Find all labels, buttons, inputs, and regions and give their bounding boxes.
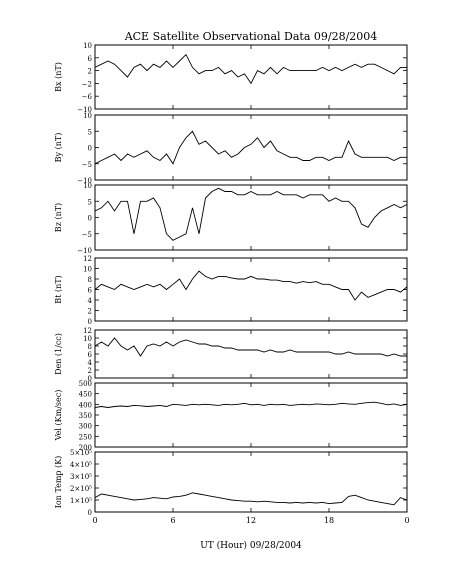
y-axis-label: Den (1/cc)	[54, 333, 63, 375]
y-tick-label: 4×10⁵	[70, 461, 92, 469]
y-tick-label: 10	[83, 182, 92, 190]
series-line	[94, 401, 408, 408]
series-line	[94, 53, 407, 85]
panel: −10 −6 −2 2 6 10 Bx (nT)	[54, 42, 408, 114]
y-tick-label: 250	[79, 433, 92, 441]
y-tick-label: 8	[88, 276, 92, 284]
panel: 0 1×10⁵ 2×10⁵ 3×10⁵ 4×10⁵ 5×10⁵ Ion Temp (K)	[54, 449, 408, 517]
y-tick-label: 400	[79, 401, 92, 409]
y-tick-label: 8	[88, 343, 92, 351]
panel-frame	[94, 114, 408, 181]
panel: −10 −5 0 5 10 Bz (nT)	[54, 182, 408, 255]
panel: 0 2 4 6 8 10 12 Bt (nT)	[54, 255, 408, 326]
y-tick-label: 12	[83, 255, 92, 263]
y-tick-label: 4	[88, 297, 93, 305]
y-tick-label: 5	[88, 198, 92, 206]
y-tick-label: 5	[88, 128, 92, 136]
y-axis-label: Ion Temp (K)	[54, 456, 63, 509]
x-tick-label: 0	[404, 516, 409, 525]
y-axis-label: Bt (nT)	[54, 275, 63, 303]
y-tick-label: 2	[88, 68, 92, 76]
y-tick-label: −5	[82, 231, 92, 239]
y-tick-label: 300	[79, 423, 92, 431]
y-tick-label: 2	[88, 308, 92, 316]
series-line	[94, 187, 408, 241]
y-tick-label: 10	[83, 112, 92, 120]
y-axis-label: Bx (nT)	[54, 62, 63, 92]
y-tick-label: 10	[83, 335, 92, 343]
panel: −10 −5 0 5 10 By (nT)	[54, 112, 408, 185]
y-tick-label: −6	[82, 93, 93, 101]
series-line	[94, 270, 408, 301]
y-tick-label: 350	[79, 412, 92, 420]
y-tick-label: −2	[82, 80, 92, 88]
series-line	[94, 492, 408, 506]
y-tick-label: 6	[88, 55, 93, 63]
y-axis-label: Bz (nT)	[54, 203, 63, 232]
panel-frame	[94, 257, 408, 322]
y-tick-label: 0	[88, 375, 92, 383]
y-axis-label: Vel (Km/sec)	[54, 390, 63, 442]
y-tick-label: 500	[79, 380, 92, 388]
y-tick-label: 1×10⁵	[70, 497, 92, 505]
x-tick-label: 12	[246, 516, 256, 525]
panels: −10 −6 −2 2 6 10 Bx (nT) −10 −5 0 5 10 By (nT) −10 −5 0…	[54, 42, 410, 525]
y-tick-label: 0	[88, 215, 92, 223]
y-tick-label: 6	[88, 351, 93, 359]
y-tick-label: 12	[83, 327, 92, 335]
y-tick-label: 5×10⁵	[70, 449, 92, 457]
y-tick-label: −10	[77, 177, 92, 185]
y-tick-label: 6	[88, 287, 93, 295]
y-tick-label: 10	[83, 42, 92, 50]
x-tick-label: 18	[324, 516, 334, 525]
panel-frame	[94, 451, 408, 513]
y-tick-label: −5	[82, 161, 92, 169]
y-tick-label: 200	[79, 444, 92, 452]
y-tick-label: −10	[77, 106, 92, 114]
y-tick-label: 2×10⁵	[70, 485, 92, 493]
chart-title: ACE Satellite Observational Data 09/28/2…	[124, 30, 378, 43]
x-axis-label: UT (Hour) 09/28/2004	[200, 540, 302, 551]
y-tick-label: 0	[88, 509, 92, 517]
panel-frame	[94, 184, 408, 251]
x-tick-label: 6	[170, 516, 175, 525]
panel-frame	[94, 382, 408, 448]
y-tick-label: 0	[88, 145, 92, 153]
y-tick-label: 4	[88, 359, 93, 367]
y-axis-label: By (nT)	[54, 133, 63, 163]
y-tick-label: 0	[88, 318, 92, 326]
y-tick-label: 2	[88, 367, 92, 375]
y-tick-label: −10	[77, 247, 92, 255]
panel: 200 250 300 350 400 450 500 Vel (Km/sec)	[54, 380, 408, 452]
y-tick-label: 450	[79, 391, 92, 399]
series-line	[94, 130, 407, 165]
series-line	[94, 337, 407, 357]
x-tick-label: 0	[92, 516, 97, 525]
y-tick-label: 10	[83, 266, 92, 274]
panel-frame	[94, 44, 408, 110]
y-tick-label: 3×10⁵	[70, 473, 92, 481]
